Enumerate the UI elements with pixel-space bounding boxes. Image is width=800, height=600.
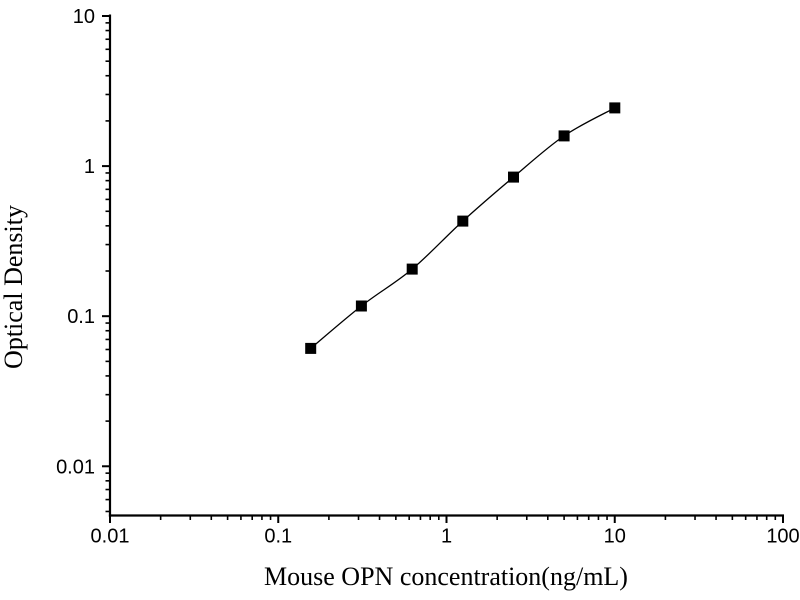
- data-point-marker: [609, 102, 621, 114]
- x-tick-label: 0.1: [264, 526, 292, 548]
- y-tick-label: 0.1: [67, 306, 95, 328]
- x-tick-label: 0.01: [91, 526, 130, 548]
- data-point-marker: [558, 130, 570, 142]
- y-tick-label: 10: [73, 6, 95, 28]
- x-tick-label: 100: [766, 526, 799, 548]
- data-point-marker: [305, 342, 317, 354]
- y-axis-title: Optical Density: [0, 205, 28, 369]
- data-series: [305, 102, 621, 354]
- data-point-marker: [508, 171, 519, 183]
- axis-ticks: [102, 15, 784, 523]
- axes: [108, 14, 784, 517]
- data-point-marker: [355, 300, 367, 312]
- x-axis-title: Mouse OPN concentration(ng/mL): [264, 562, 628, 591]
- data-point-marker: [457, 215, 469, 227]
- x-tick-label: 1: [441, 526, 452, 548]
- data-point-marker: [406, 263, 418, 275]
- y-tick-label: 0.01: [56, 456, 95, 478]
- x-tick-label: 10: [604, 526, 626, 548]
- y-tick-label: 1: [84, 156, 95, 178]
- curve-line: [310, 107, 616, 349]
- tick-labels: 0.01 0.1 1 10 100 10 1 0.1 0.01: [56, 6, 800, 548]
